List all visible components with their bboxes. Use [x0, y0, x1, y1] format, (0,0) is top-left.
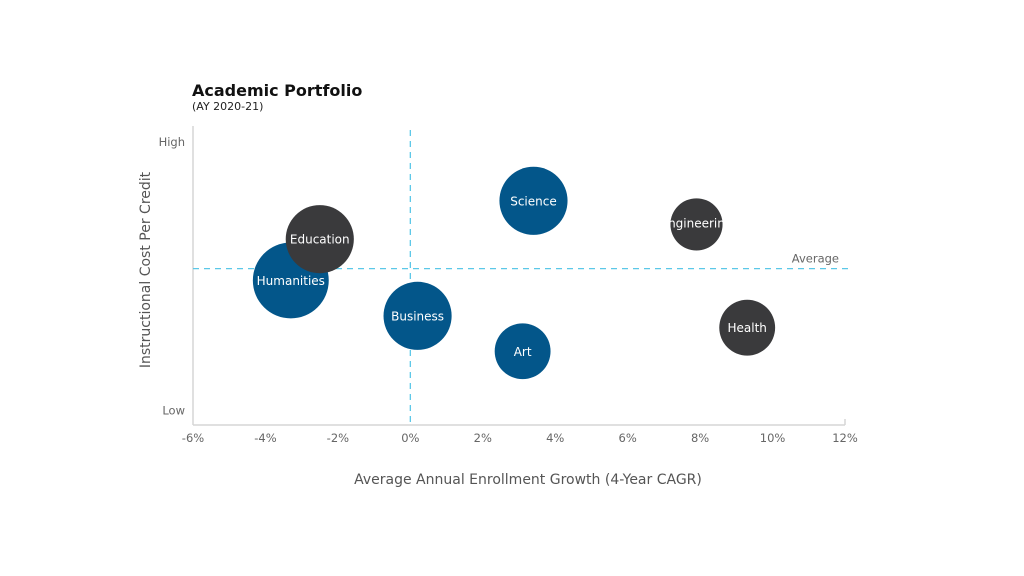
bubble-label: Art — [514, 345, 532, 359]
x-tick-label: 2% — [474, 431, 492, 445]
chart-subtitle: (AY 2020-21) — [192, 100, 263, 113]
bubble-health — [719, 299, 776, 356]
bubble-label: Business — [391, 309, 444, 323]
bubble-label: Health — [727, 321, 766, 335]
y-tick-label: Low — [162, 403, 185, 417]
x-tick-label: 4% — [546, 431, 564, 445]
chart-title: Academic Portfolio — [192, 81, 362, 100]
x-tick-label: -2% — [327, 431, 349, 445]
bubble-label: Science — [510, 194, 557, 208]
bubble-label: Engineering — [660, 216, 732, 230]
x-tick-label: 0% — [401, 431, 419, 445]
bubble-label: Education — [290, 233, 350, 247]
x-tick-label: -4% — [254, 431, 276, 445]
x-tick-label: 6% — [619, 431, 637, 445]
average-label: Average — [792, 252, 839, 266]
x-tick-label: 8% — [691, 431, 709, 445]
x-tick-label: -6% — [182, 431, 204, 445]
bubble-science — [499, 166, 568, 235]
bubble-engineering — [670, 198, 723, 251]
bubble-education — [285, 205, 354, 274]
x-tick-label: 12% — [832, 431, 858, 445]
x-tick-label: 10% — [760, 431, 786, 445]
bubble-business — [383, 281, 452, 350]
bubble-art — [494, 323, 551, 380]
y-axis-label: Instructional Cost Per Credit — [138, 171, 154, 368]
y-tick-label: High — [159, 135, 185, 149]
bubble-label: Humanities — [257, 274, 325, 288]
x-axis-label: Average Annual Enrollment Growth (4-Year… — [354, 472, 702, 488]
